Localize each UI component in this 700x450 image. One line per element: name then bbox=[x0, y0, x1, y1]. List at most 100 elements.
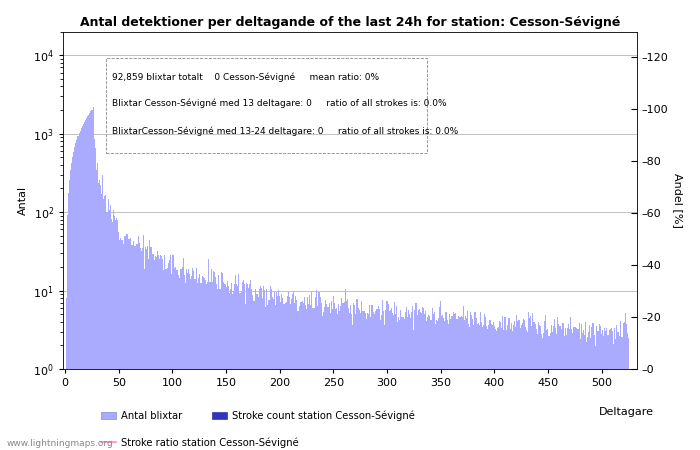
Bar bbox=[251, 289, 253, 450]
Bar bbox=[497, 328, 498, 450]
Bar bbox=[175, 267, 176, 450]
Bar bbox=[379, 309, 380, 450]
Bar bbox=[590, 338, 592, 450]
Bar bbox=[177, 270, 178, 450]
Bar bbox=[249, 284, 250, 450]
Bar bbox=[294, 303, 295, 450]
Bar bbox=[615, 339, 616, 450]
Bar bbox=[429, 316, 430, 450]
Bar bbox=[293, 291, 294, 450]
Bar bbox=[290, 304, 291, 450]
Bar bbox=[135, 246, 136, 450]
Bar bbox=[233, 291, 234, 450]
Bar bbox=[94, 139, 95, 450]
Bar bbox=[132, 244, 133, 450]
Bar bbox=[467, 311, 468, 450]
Bar bbox=[566, 335, 567, 450]
Bar bbox=[83, 124, 84, 450]
Bar bbox=[197, 278, 199, 450]
Bar bbox=[366, 319, 368, 450]
Bar bbox=[521, 325, 522, 450]
Bar bbox=[473, 325, 475, 450]
Bar bbox=[279, 296, 280, 450]
Bar bbox=[578, 323, 580, 450]
Bar bbox=[382, 301, 384, 450]
Bar bbox=[259, 289, 260, 450]
Bar bbox=[149, 240, 150, 450]
Bar bbox=[426, 321, 427, 450]
Bar bbox=[111, 219, 112, 450]
Bar bbox=[541, 334, 542, 450]
Bar bbox=[261, 288, 262, 450]
Bar bbox=[499, 321, 500, 450]
Bar bbox=[416, 315, 418, 450]
Bar bbox=[529, 318, 530, 450]
Bar bbox=[411, 312, 412, 450]
Bar bbox=[337, 314, 338, 450]
Bar bbox=[423, 308, 424, 450]
Bar bbox=[125, 236, 126, 450]
Bar bbox=[221, 272, 223, 450]
Bar bbox=[452, 316, 453, 450]
Bar bbox=[552, 332, 553, 450]
Bar bbox=[392, 313, 393, 450]
Bar bbox=[340, 306, 342, 450]
Bar bbox=[262, 298, 263, 450]
Bar bbox=[597, 331, 598, 450]
Bar bbox=[101, 194, 102, 450]
Bar bbox=[217, 289, 218, 450]
Bar bbox=[165, 269, 167, 450]
Bar bbox=[424, 314, 425, 450]
Bar bbox=[80, 128, 82, 450]
Bar bbox=[436, 320, 437, 450]
Bar bbox=[278, 290, 279, 450]
Bar bbox=[350, 305, 351, 450]
Bar bbox=[523, 319, 524, 450]
Bar bbox=[384, 325, 386, 450]
Bar bbox=[468, 324, 469, 450]
Bar bbox=[160, 255, 161, 450]
Bar bbox=[186, 269, 187, 450]
Bar bbox=[98, 184, 99, 450]
Bar bbox=[510, 328, 511, 450]
Bar bbox=[440, 302, 441, 450]
Bar bbox=[138, 236, 139, 450]
Bar bbox=[489, 320, 491, 450]
Bar bbox=[144, 269, 145, 450]
Bar bbox=[143, 235, 144, 450]
Bar bbox=[558, 324, 559, 450]
Bar bbox=[282, 297, 284, 450]
Bar bbox=[513, 325, 514, 450]
Bar bbox=[170, 255, 171, 450]
Bar bbox=[227, 281, 228, 450]
Bar bbox=[503, 330, 505, 450]
Bar bbox=[74, 147, 76, 450]
Bar bbox=[310, 306, 312, 450]
Bar bbox=[588, 332, 589, 450]
Bar bbox=[352, 325, 354, 450]
Bar bbox=[381, 315, 382, 450]
Bar bbox=[398, 317, 400, 450]
Bar bbox=[574, 327, 575, 450]
Bar bbox=[324, 307, 326, 450]
Bar bbox=[260, 286, 261, 450]
Bar bbox=[445, 312, 447, 450]
Bar bbox=[602, 330, 603, 450]
Bar bbox=[626, 324, 627, 450]
Bar bbox=[576, 328, 578, 450]
Bar bbox=[130, 238, 131, 450]
Bar bbox=[400, 310, 402, 450]
Bar bbox=[119, 240, 120, 450]
Bar bbox=[82, 126, 83, 450]
Bar bbox=[209, 282, 211, 450]
Bar bbox=[348, 307, 349, 450]
Bar bbox=[307, 297, 308, 450]
Bar bbox=[292, 294, 293, 450]
Bar bbox=[546, 330, 547, 450]
Bar bbox=[148, 259, 149, 450]
Bar bbox=[298, 306, 300, 450]
Bar bbox=[461, 317, 463, 450]
Bar bbox=[215, 277, 216, 450]
Bar bbox=[538, 322, 539, 450]
Bar bbox=[535, 324, 536, 450]
